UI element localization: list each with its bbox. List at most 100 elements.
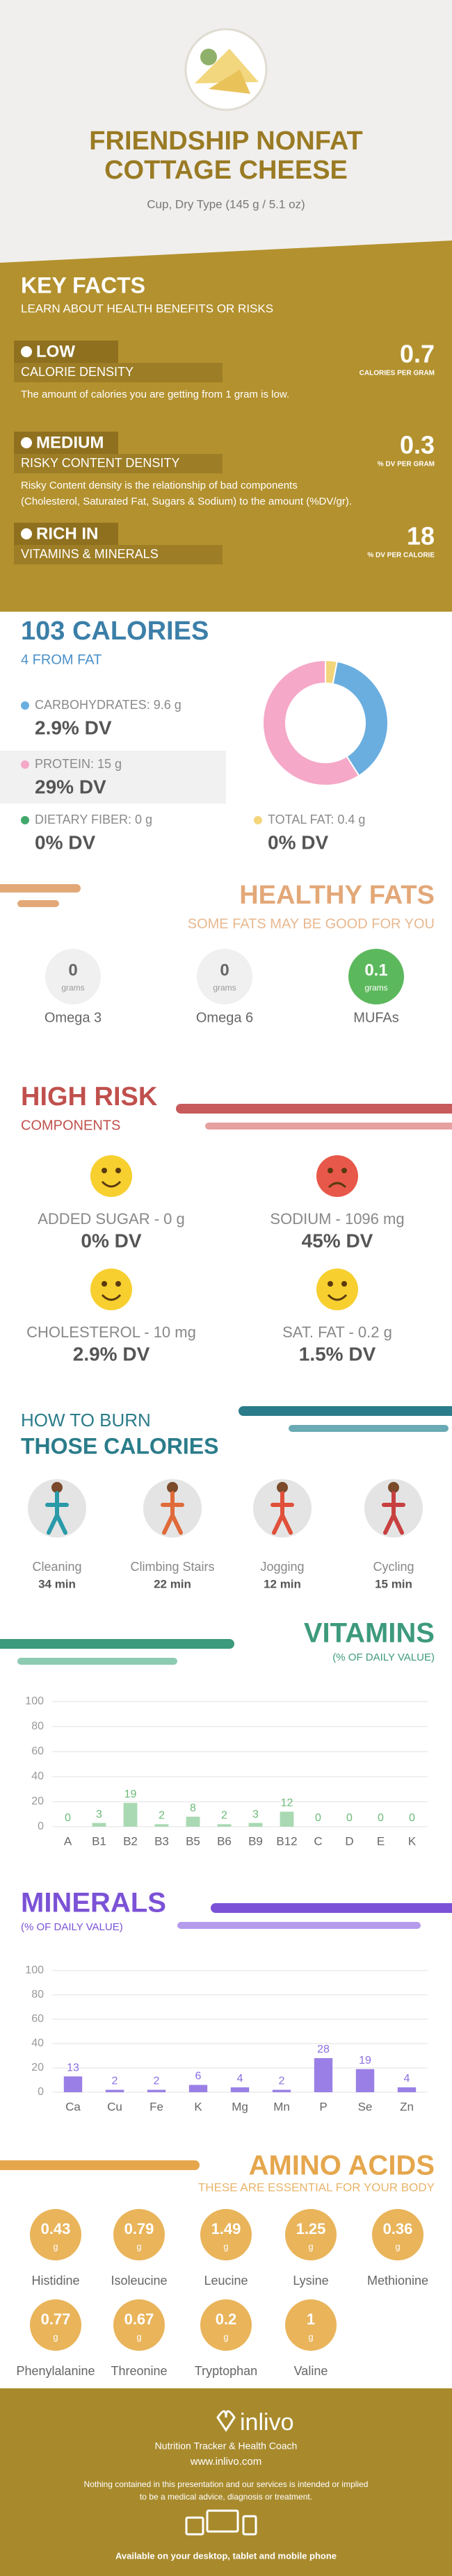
phone	[242, 2515, 257, 2536]
bar	[248, 1823, 263, 1827]
value-label: 3	[96, 1809, 102, 1820]
nutrient-label: PROTEIN: 15 g	[35, 757, 122, 771]
level: MEDIUM	[36, 433, 104, 452]
figure-head	[167, 1482, 178, 1493]
x-tick-label: B3	[154, 1834, 169, 1848]
amino-unit: g	[308, 2241, 313, 2251]
fat-name: Omega 3	[45, 1010, 102, 1025]
amino-unit: g	[223, 2241, 228, 2251]
x-tick-label: Cu	[107, 2100, 122, 2113]
amino-circle	[372, 2209, 423, 2260]
value-label: 19	[359, 2055, 371, 2066]
chart-subtitle: (% OF DAILY VALUE)	[21, 1921, 123, 1933]
amino-circle	[113, 2209, 165, 2260]
amino-unit: g	[308, 2331, 313, 2342]
bar	[186, 1816, 200, 1827]
value-label: 8	[190, 1802, 196, 1814]
disclaimer: to be a medical advice, diagnosis or tre…	[140, 2492, 312, 2502]
amino-name: Valine	[294, 2364, 328, 2378]
subtitle: Cup, Dry Type (145 g / 5.1 oz)	[147, 197, 305, 211]
fact-value: 18	[407, 522, 435, 551]
value-label: 2	[154, 2076, 160, 2087]
value-label: 2	[221, 1810, 227, 1822]
y-tick-label: 20	[31, 1795, 44, 1807]
garnish	[200, 49, 217, 65]
level-icon	[21, 437, 32, 448]
nutrient-label: DIETARY FIBER: 0 g	[35, 813, 152, 826]
bar	[147, 2089, 166, 2092]
bar	[92, 1823, 106, 1827]
amino-name: Leucine	[204, 2274, 248, 2288]
bar	[397, 2087, 417, 2092]
amino-value: 0.36	[383, 2220, 413, 2237]
section-title: HOW TO BURN	[21, 1410, 151, 1430]
nutrient-label: TOTAL FAT: 0.4 g	[268, 813, 365, 826]
y-tick-label: 100	[25, 1964, 44, 1976]
value-label: 4	[237, 2073, 243, 2085]
figure-head	[51, 1482, 63, 1493]
amino-value: 0.43	[41, 2220, 71, 2237]
figure-body	[161, 1491, 184, 1535]
level-label: VITAMINS & MINERALS	[21, 547, 159, 561]
y-tick-label: 40	[31, 1770, 44, 1782]
value-label: 0	[378, 1812, 384, 1824]
fact-value: 0.3	[400, 431, 435, 459]
x-tick-label: Mn	[273, 2100, 290, 2113]
value-label: 0	[65, 1812, 71, 1824]
amino-name: Lysine	[293, 2274, 328, 2288]
bar	[355, 2069, 375, 2092]
amino-value: 1.25	[296, 2220, 326, 2237]
amino-circle	[30, 2209, 81, 2260]
bar	[63, 2076, 83, 2092]
amino-unit: g	[53, 2241, 58, 2251]
section-subtitle: THESE ARE ESSENTIAL FOR YOUR BODY	[198, 2180, 435, 2194]
risk-label: SODIUM - 1096 mg	[270, 1210, 404, 1228]
x-tick-label: P	[319, 2100, 327, 2113]
activity-name: Cycling	[373, 1560, 414, 1574]
fact-unit: % DV PER GRAM	[378, 461, 435, 468]
section-title: HEALTHY FATS	[239, 881, 435, 910]
amino-name: Threonine	[111, 2364, 167, 2378]
amino-value: 0.79	[124, 2220, 154, 2237]
x-tick-label: D	[345, 1834, 353, 1848]
eye	[341, 1168, 347, 1173]
value-label: 0	[409, 1812, 415, 1824]
tablet	[185, 2516, 204, 2536]
section-title: 103 CALORIES	[21, 617, 209, 646]
y-tick-label: 20	[31, 2062, 44, 2073]
bar	[280, 1811, 294, 1827]
x-tick-label: Zn	[400, 2100, 414, 2113]
section-subtitle: COMPONENTS	[21, 1118, 120, 1133]
bar	[154, 1824, 169, 1827]
section-title: AMINO ACIDS	[249, 2151, 435, 2181]
amino-value: 1	[307, 2310, 315, 2328]
activity-time: 12 min	[264, 1577, 301, 1590]
figure-body	[45, 1491, 69, 1535]
amino-value: 1.49	[211, 2220, 241, 2237]
face	[90, 1269, 132, 1310]
risk-dv: 45% DV	[302, 1230, 373, 1251]
x-tick-label: K	[408, 1834, 417, 1848]
level: RICH IN	[36, 524, 98, 543]
value-label: 3	[252, 1809, 259, 1820]
fact-unit: CALORIES PER GRAM	[360, 370, 435, 377]
x-tick-label: C	[314, 1834, 322, 1848]
activity-time: 15 min	[375, 1577, 412, 1590]
amino-circle	[285, 2299, 337, 2351]
amino-value: 0.77	[41, 2310, 71, 2328]
value-label: 13	[67, 2062, 79, 2073]
chart-title: MINERALS	[21, 1888, 166, 1918]
eye	[102, 1281, 107, 1287]
activity-time: 34 min	[38, 1577, 76, 1590]
chart-title: VITAMINS	[304, 1618, 435, 1649]
logo-heart	[216, 2410, 236, 2432]
risk-dv: 1.5% DV	[299, 1343, 376, 1364]
title: COTTAGE CHEESE	[104, 156, 348, 185]
amino-circle	[113, 2299, 165, 2351]
section-title: THOSE CALORIES	[21, 1433, 218, 1458]
level-icon	[21, 346, 32, 357]
fat-value: 0	[68, 961, 77, 979]
fat-unit: grams	[61, 983, 84, 993]
fat-name: Omega 6	[196, 1010, 253, 1025]
